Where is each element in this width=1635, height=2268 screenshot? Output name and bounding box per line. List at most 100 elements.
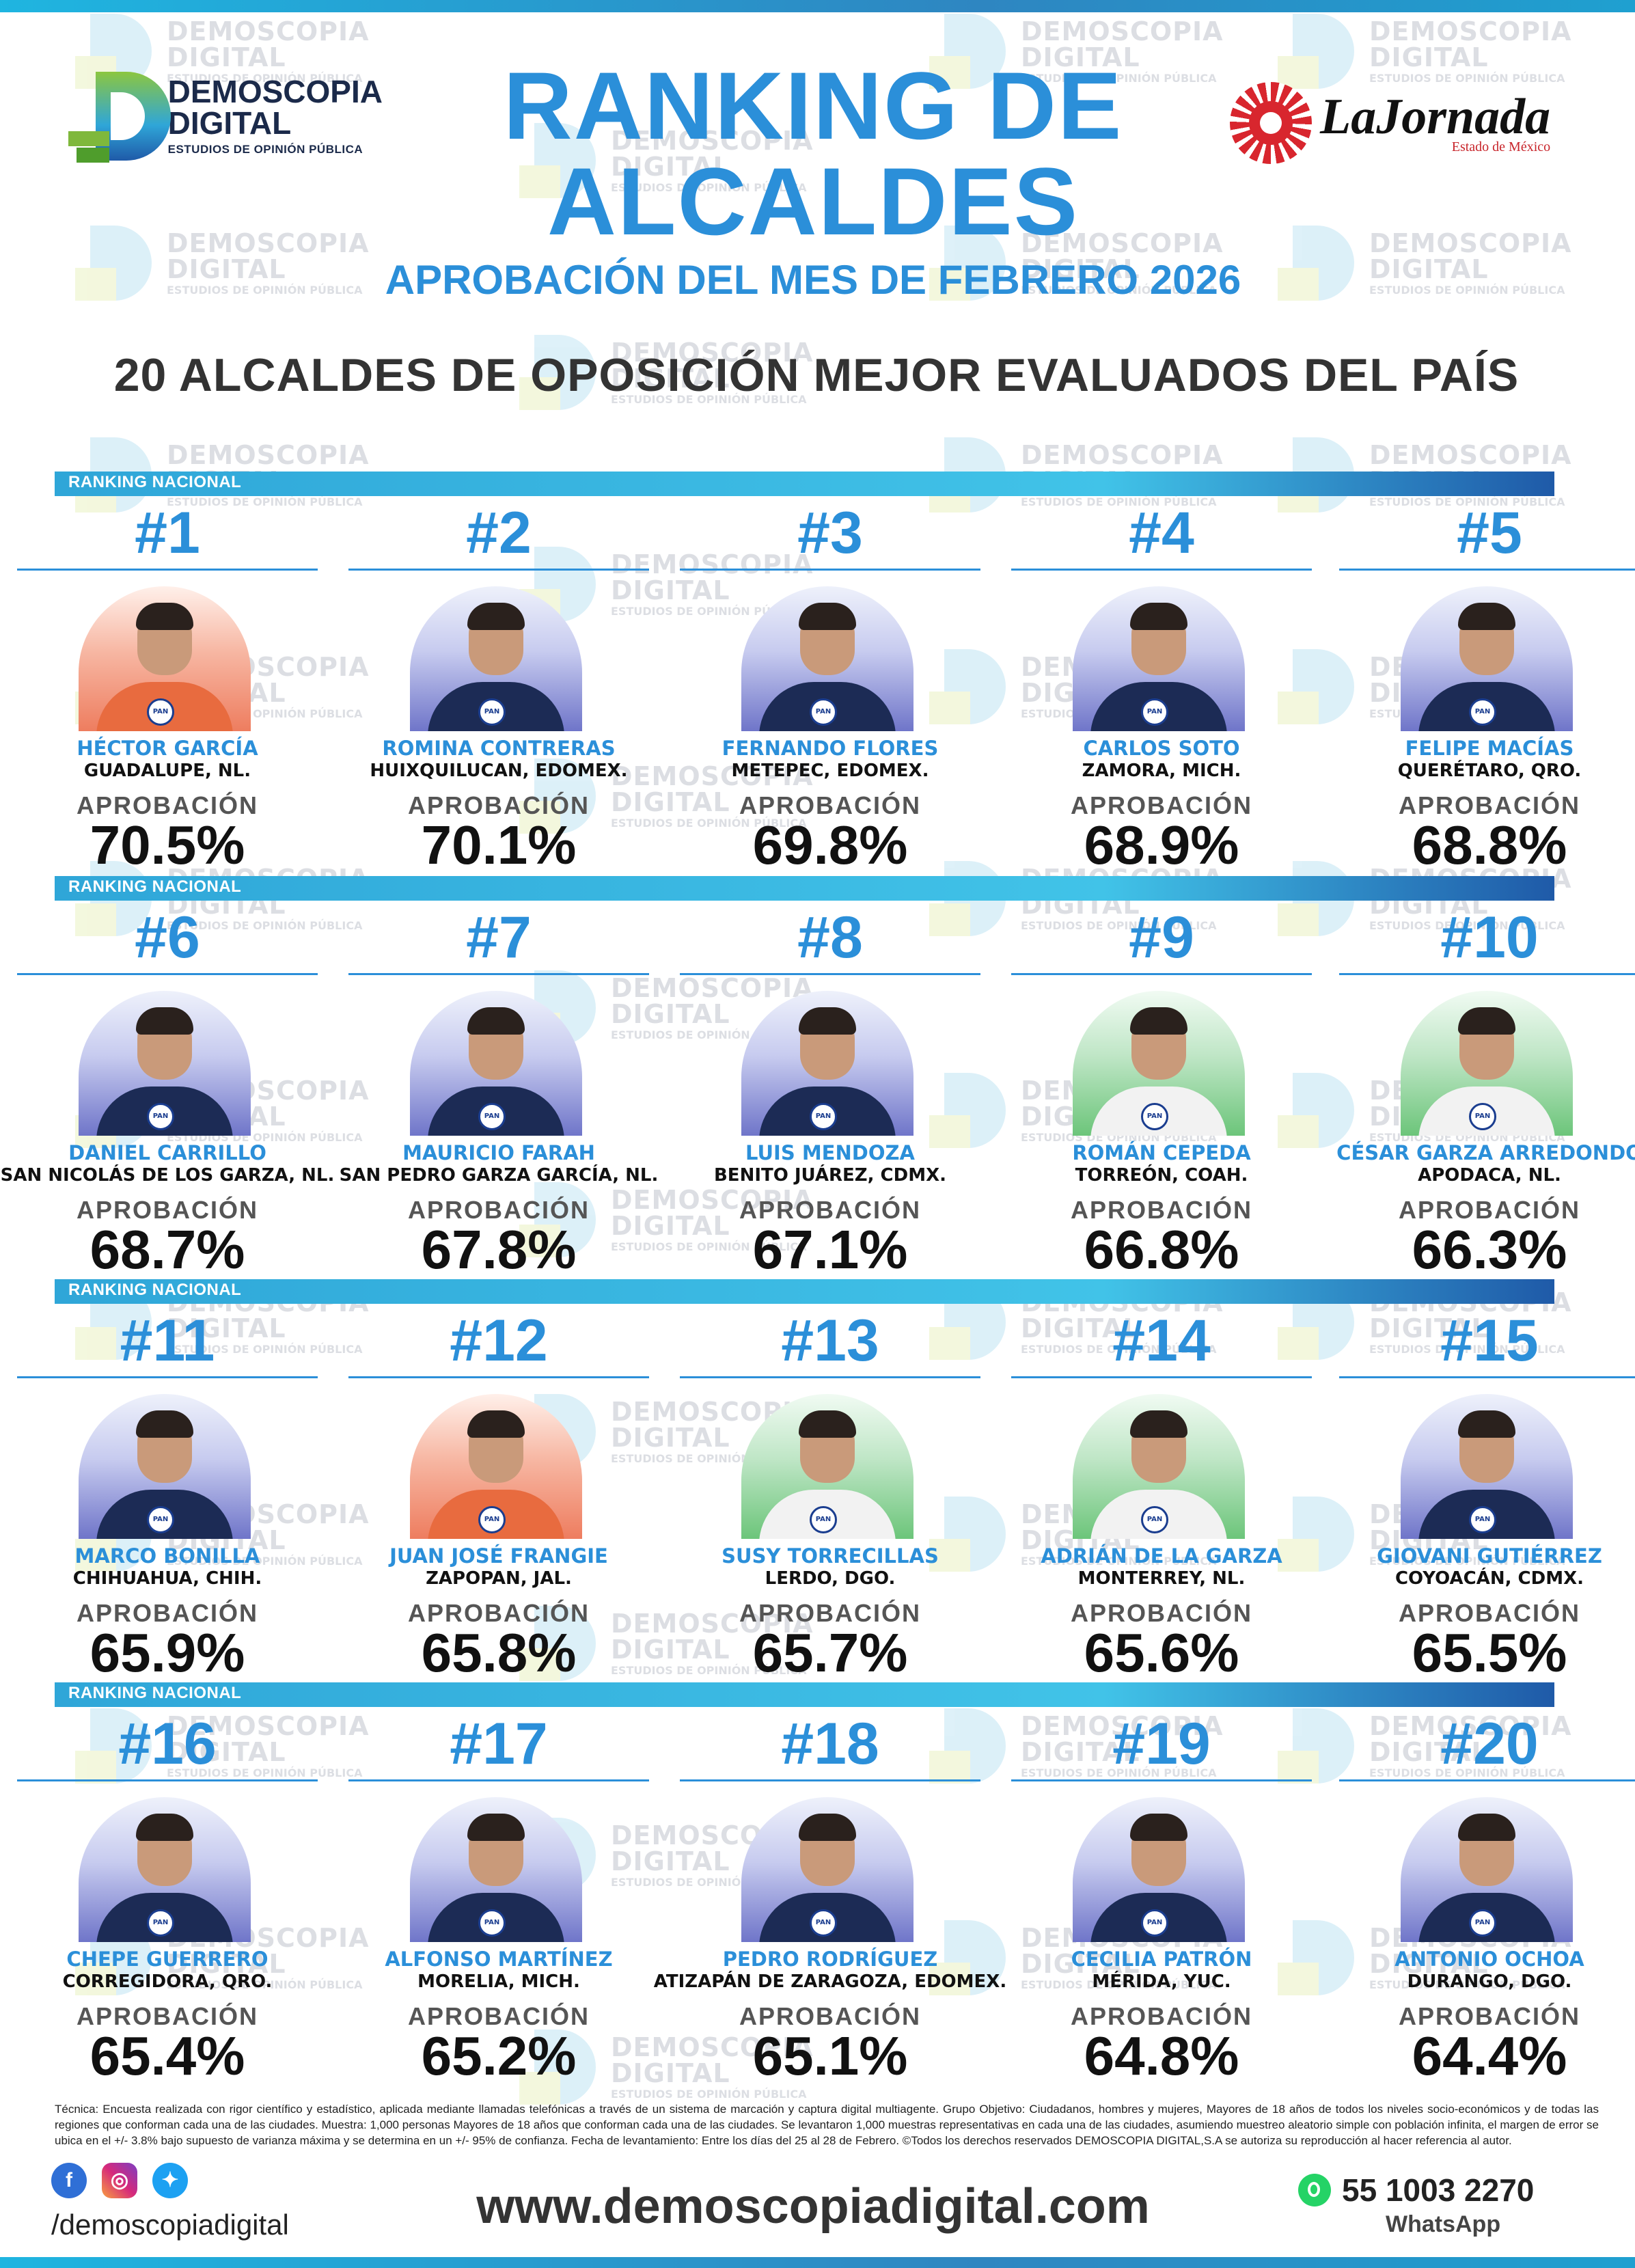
- mayor-photo: PAN: [1401, 991, 1573, 1136]
- mayor-photo: PAN: [741, 586, 913, 731]
- approval-label: APROBACIÓN: [1398, 1196, 1580, 1224]
- row-label-bar: [55, 1279, 1554, 1304]
- row-label: RANKING NACIONAL: [68, 473, 242, 491]
- partner-subtitle: Estado de México: [1451, 139, 1551, 154]
- instagram-icon[interactable]: ◎: [102, 2163, 137, 2198]
- mayor-name: ROMÁN CEPEDA: [1072, 1141, 1251, 1164]
- party-badge-icon: PAN: [147, 1909, 174, 1937]
- mayor-name: CARLOS SOTO: [1083, 737, 1240, 760]
- mayor-name: ADRIÁN DE LA GARZA: [1041, 1544, 1282, 1568]
- mayor-city: MONTERREY, NL.: [1077, 1568, 1246, 1589]
- mayor-card: #8 PAN LUIS MENDOZA BENITO JUÁREZ, CDMX. APR…: [680, 903, 980, 1286]
- rank-number: #15: [1440, 1308, 1539, 1374]
- mayor-card: #18 PAN PEDRO RODRÍGUEZ ATIZAPÁN DE ZARAGOZ…: [654, 1710, 1006, 2092]
- rank-number: #10: [1440, 905, 1539, 970]
- rank-underline: [348, 1376, 649, 1378]
- rank-number: #5: [1457, 500, 1522, 566]
- la-jornada-logo: LaJornada Estado de México: [1230, 82, 1558, 164]
- rank-underline: [348, 569, 649, 571]
- party-badge-icon: PAN: [147, 698, 174, 726]
- whatsapp-contact[interactable]: 55 1003 2270 WhatsApp: [1298, 2172, 1585, 2238]
- rank-number: #17: [450, 1711, 548, 1777]
- social-icons: f ◎ ✦: [51, 2163, 188, 2198]
- approval-value: 64.4%: [1412, 2025, 1567, 2086]
- mayor-name: ALFONSO MARTÍNEZ: [385, 1948, 613, 1971]
- mayor-city: MORELIA, MICH.: [417, 1971, 580, 1992]
- party-badge-icon: PAN: [147, 1103, 174, 1130]
- mayor-name: MAURICIO FARAH: [402, 1141, 595, 1164]
- mayor-photo: PAN: [1401, 1394, 1573, 1539]
- approval-value: 68.9%: [1084, 815, 1239, 875]
- rank-number: #2: [466, 500, 532, 566]
- rank-underline: [348, 1779, 649, 1781]
- top-accent-bar: [0, 0, 1635, 12]
- approval-label: APROBACIÓN: [1398, 2002, 1580, 2030]
- approval-label: APROBACIÓN: [1070, 2002, 1252, 2030]
- mayor-city: ZAPOPAN, JAL.: [426, 1568, 572, 1589]
- mayor-card: #17 PAN ALFONSO MARTÍNEZ MORELIA, MICH. APRO…: [348, 1710, 649, 2092]
- mayor-card: #4 PAN CARLOS SOTO ZAMORA, MICH. APROBACIÓN 6…: [1011, 499, 1312, 882]
- party-badge-icon: PAN: [1469, 1506, 1496, 1533]
- social-handle[interactable]: /demoscopiadigital: [51, 2209, 289, 2241]
- page-subtitle: APROBACIÓN DEL MES DE FEBRERO 2026: [385, 257, 1241, 303]
- approval-value: 65.4%: [90, 2025, 245, 2086]
- mayor-card: #6 PAN DANIEL CARRILLO SAN NICOLÁS DE LOS G…: [1, 903, 335, 1286]
- rank-number: #7: [466, 905, 532, 970]
- approval-value: 65.5%: [1412, 1622, 1567, 1683]
- mayor-photo: PAN: [410, 586, 582, 731]
- whatsapp-icon: [1298, 2174, 1331, 2206]
- approval-label: APROBACIÓN: [76, 2002, 258, 2030]
- mayor-name: ROMINA CONTRERAS: [382, 737, 616, 760]
- mayor-card: #10 PAN CÉSAR GARZA ARREDONDO APODACA, NL. A…: [1336, 903, 1635, 1286]
- approval-label: APROBACIÓN: [1070, 1196, 1252, 1224]
- mayor-city: CHIHUAHUA, CHIH.: [72, 1568, 262, 1589]
- rank-number: #1: [135, 500, 200, 566]
- party-badge-icon: PAN: [1141, 698, 1168, 726]
- mayor-name: MARCO BONILLA: [74, 1544, 260, 1568]
- party-badge-icon: PAN: [1469, 1103, 1496, 1130]
- rank-underline: [1011, 569, 1312, 571]
- party-badge-icon: PAN: [478, 698, 506, 726]
- party-badge-icon: PAN: [810, 1506, 837, 1533]
- whatsapp-label: WhatsApp: [1386, 2211, 1501, 2237]
- approval-value: 68.7%: [90, 1219, 245, 1280]
- mayor-card: #9 PAN ROMÁN CEPEDA TORREÓN, COAH. APROBACIÓ…: [1011, 903, 1312, 1286]
- rank-underline: [1339, 1779, 1635, 1781]
- mayor-photo: PAN: [79, 586, 251, 731]
- mayor-photo: PAN: [741, 991, 913, 1136]
- mayor-photo: PAN: [741, 1394, 913, 1539]
- page-title: RANKING DE ALCALDES: [383, 58, 1244, 249]
- approval-label: APROBACIÓN: [407, 1196, 590, 1224]
- approval-label: APROBACIÓN: [739, 2002, 921, 2030]
- mayor-card: #2 PAN ROMINA CONTRERAS HUIXQUILUCAN, EDOME…: [348, 499, 649, 882]
- facebook-icon[interactable]: f: [51, 2163, 87, 2198]
- mayor-city: QUERÉTARO, QRO.: [1397, 761, 1582, 781]
- twitter-icon[interactable]: ✦: [152, 2163, 188, 2198]
- ranking-row: RANKING NACIONAL #11 PAN MARCO BONILLA CHIHU…: [0, 1279, 1635, 1683]
- mayor-city: LERDO, DGO.: [765, 1568, 896, 1589]
- row-label: RANKING NACIONAL: [68, 1684, 242, 1702]
- rank-underline: [680, 1779, 980, 1781]
- rank-number: #8: [797, 905, 863, 970]
- mayor-name: CECILIA PATRÓN: [1071, 1948, 1252, 1971]
- demoscopia-logo: DEMOSCOPIA DIGITAL ESTUDIOS DE OPINIÓN P…: [68, 68, 383, 164]
- rank-underline: [17, 569, 318, 571]
- approval-label: APROBACIÓN: [407, 2002, 590, 2030]
- mayor-card: #19 PAN CECILIA PATRÓN MÉRIDA, YUC. APROBACI…: [1011, 1710, 1312, 2092]
- partner-name: LaJornada: [1320, 88, 1551, 145]
- mayor-city: ATIZAPÁN DE ZARAGOZA, EDOMEX.: [653, 1971, 1007, 1992]
- rank-underline: [1011, 973, 1312, 975]
- party-badge-icon: PAN: [1469, 698, 1496, 726]
- mayor-city: GUADALUPE, NL.: [83, 761, 251, 781]
- approval-label: APROBACIÓN: [739, 1599, 921, 1627]
- logo-brand-tagline: ESTUDIOS DE OPINIÓN PÚBLICA: [167, 143, 363, 156]
- mayor-card: #20 PAN ANTONIO OCHOA DURANGO, DGO. APROBACI…: [1339, 1710, 1635, 2092]
- party-badge-icon: PAN: [1141, 1103, 1168, 1130]
- party-badge-icon: PAN: [478, 1506, 506, 1533]
- approval-label: APROBACIÓN: [1398, 791, 1580, 819]
- mayor-name: ANTONIO OCHOA: [1394, 1948, 1584, 1971]
- website-link[interactable]: www.demoscopiadigital.com: [476, 2179, 1150, 2234]
- mayor-card: #13 PAN SUSY TORRECILLAS LERDO, DGO. APROBAC…: [680, 1307, 980, 1689]
- whatsapp-number: 55 1003 2270: [1342, 2172, 1535, 2208]
- ranking-row: RANKING NACIONAL #16 PAN CHEPE GUERRERO CORR…: [0, 1682, 1635, 2086]
